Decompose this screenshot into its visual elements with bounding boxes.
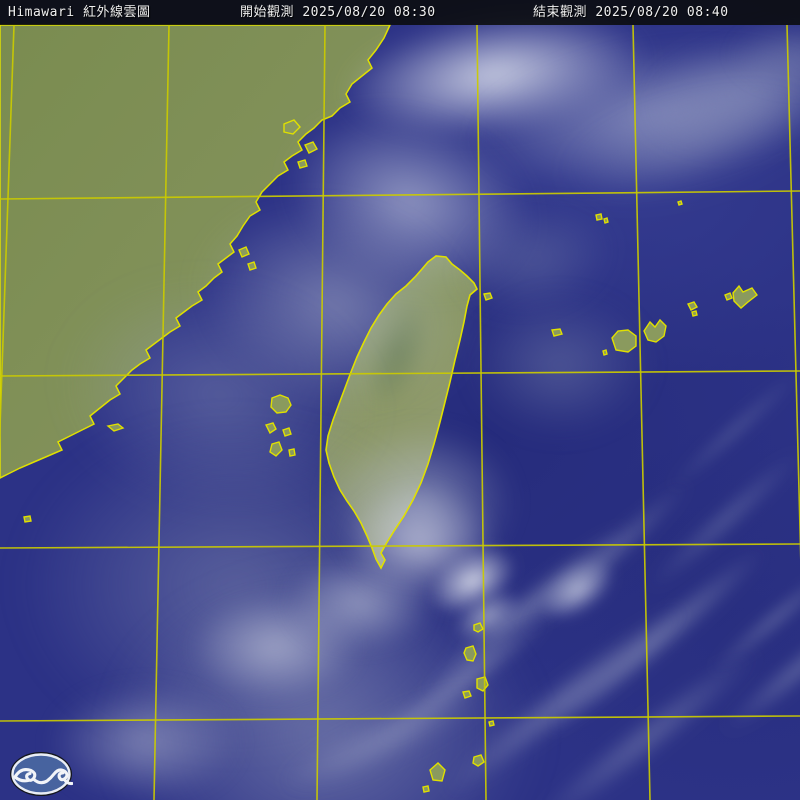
ishigaki-island [643, 318, 667, 343]
longitude-grid-line [632, 24, 651, 800]
penghu-island [270, 394, 292, 414]
coastal-islet [247, 261, 257, 271]
china-coastline [0, 24, 392, 479]
matsu-islet [283, 119, 301, 135]
small-islet [677, 200, 683, 206]
product-title: Himawari 紅外線雲圖 [8, 5, 151, 20]
small-islet [551, 328, 563, 337]
observation-start-time: 開始觀測 2025/08/20 08:30 [240, 5, 436, 20]
matsu-islet [304, 141, 318, 154]
longitude-grid-line [0, 24, 15, 450]
batanes-island [429, 762, 446, 782]
green-island [473, 622, 484, 633]
small-islet [476, 676, 489, 692]
latitude-grid-line [0, 370, 800, 377]
small-islet [691, 310, 698, 317]
penghu-island [288, 448, 296, 457]
guishan-islet [483, 292, 493, 301]
penghu-island [269, 441, 283, 457]
matsu-islet [297, 159, 308, 169]
header-bar: Himawari 紅外線雲圖 開始觀測 2025/08/20 08:30 結束觀… [0, 0, 800, 25]
kinmen-island [106, 423, 125, 432]
small-islet [462, 690, 472, 699]
coastal-islet [23, 515, 32, 523]
iriomote-island [611, 329, 637, 353]
batanes-island [422, 785, 430, 793]
longitude-grid-line [786, 24, 800, 560]
longitude-grid-line [153, 24, 170, 800]
small-islet [488, 720, 495, 727]
penghu-island [282, 427, 292, 437]
small-islet [603, 217, 609, 224]
longitude-grid-line [316, 24, 326, 800]
small-islet [724, 292, 733, 301]
cwa-logo-icon [10, 752, 73, 796]
small-islet [595, 213, 603, 221]
orchid-island [463, 645, 477, 662]
latitude-grid-line [0, 190, 800, 200]
latitude-grid-line [0, 715, 800, 722]
small-islet [687, 301, 698, 311]
penghu-island [264, 422, 277, 435]
miyako-island [732, 284, 758, 309]
batanes-island [472, 754, 485, 767]
longitude-grid-line [476, 24, 487, 800]
small-islet [602, 349, 608, 356]
observation-end-time: 結束觀測 2025/08/20 08:40 [533, 5, 729, 20]
coastal-islet [238, 246, 250, 258]
latitude-grid-line [0, 543, 800, 549]
taiwan-coastline [325, 255, 478, 570]
